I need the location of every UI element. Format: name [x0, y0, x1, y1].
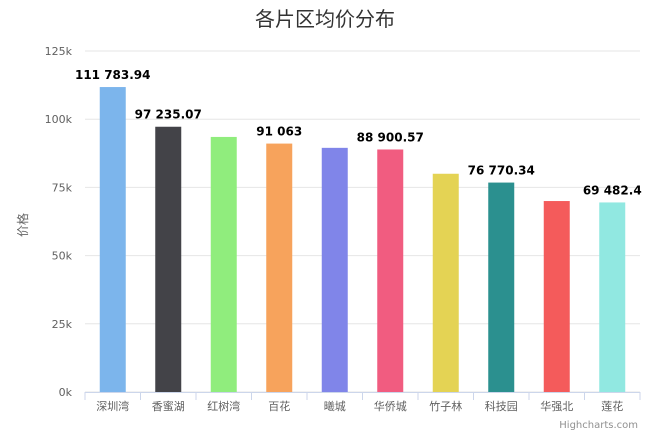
bar-深圳湾[interactable]: [99, 87, 126, 393]
data-labels: 111 783.94 97 235.07 91 063 88 900.57 76 770…: [75, 68, 642, 197]
bar-华侨城[interactable]: [377, 149, 404, 392]
y-tick-label: 50k: [52, 250, 73, 263]
bars: [99, 87, 626, 393]
bar-百花[interactable]: [266, 143, 293, 392]
chart-title: 各片区均价分布: [255, 7, 395, 31]
y-axis-ticks: 0k 25k 50k 75k 100k 125k: [45, 45, 73, 399]
bar-竹子林[interactable]: [432, 173, 459, 392]
y-tick-label: 125k: [45, 45, 73, 58]
x-tick-label: 华侨城: [374, 399, 407, 413]
x-tick-label: 莲花: [601, 400, 623, 413]
bar-华强北[interactable]: [543, 201, 570, 392]
data-label: 111 783.94: [75, 68, 151, 82]
x-tick-label: 竹子林: [429, 399, 462, 413]
data-label: 97 235.07: [135, 108, 202, 122]
y-axis-label: 价格: [15, 213, 30, 237]
bar-莲花[interactable]: [599, 202, 626, 392]
bar-科技园[interactable]: [488, 182, 515, 392]
data-label: 91 063: [256, 125, 302, 139]
x-tick-label: 华强北: [540, 399, 573, 413]
x-tick-label: 红树湾: [207, 399, 240, 413]
data-label: 69 482.4: [583, 183, 642, 197]
x-tick-label: 百花: [268, 400, 290, 413]
y-tick-label: 25k: [52, 318, 73, 331]
data-label: 88 900.57: [357, 130, 424, 144]
y-tick-label: 75k: [52, 181, 73, 194]
credits-link[interactable]: Highcharts.com: [559, 420, 638, 431]
x-axis: 深圳湾 香蜜湖 红树湾 百花 曦城 华侨城 竹子林 科技园 华强北 莲花: [84, 392, 641, 413]
bar-香蜜湖[interactable]: [155, 126, 182, 392]
y-tick-label: 0k: [59, 386, 73, 399]
x-tick-label: 香蜜湖: [152, 399, 185, 413]
bar-曦城[interactable]: [321, 147, 348, 392]
y-tick-label: 100k: [45, 113, 73, 126]
x-tick-label: 曦城: [324, 399, 346, 413]
data-label: 76 770.34: [468, 164, 535, 178]
x-tick-label: 深圳湾: [96, 399, 129, 413]
x-tick-label: 科技园: [485, 399, 518, 413]
bar-红树湾[interactable]: [210, 136, 237, 392]
